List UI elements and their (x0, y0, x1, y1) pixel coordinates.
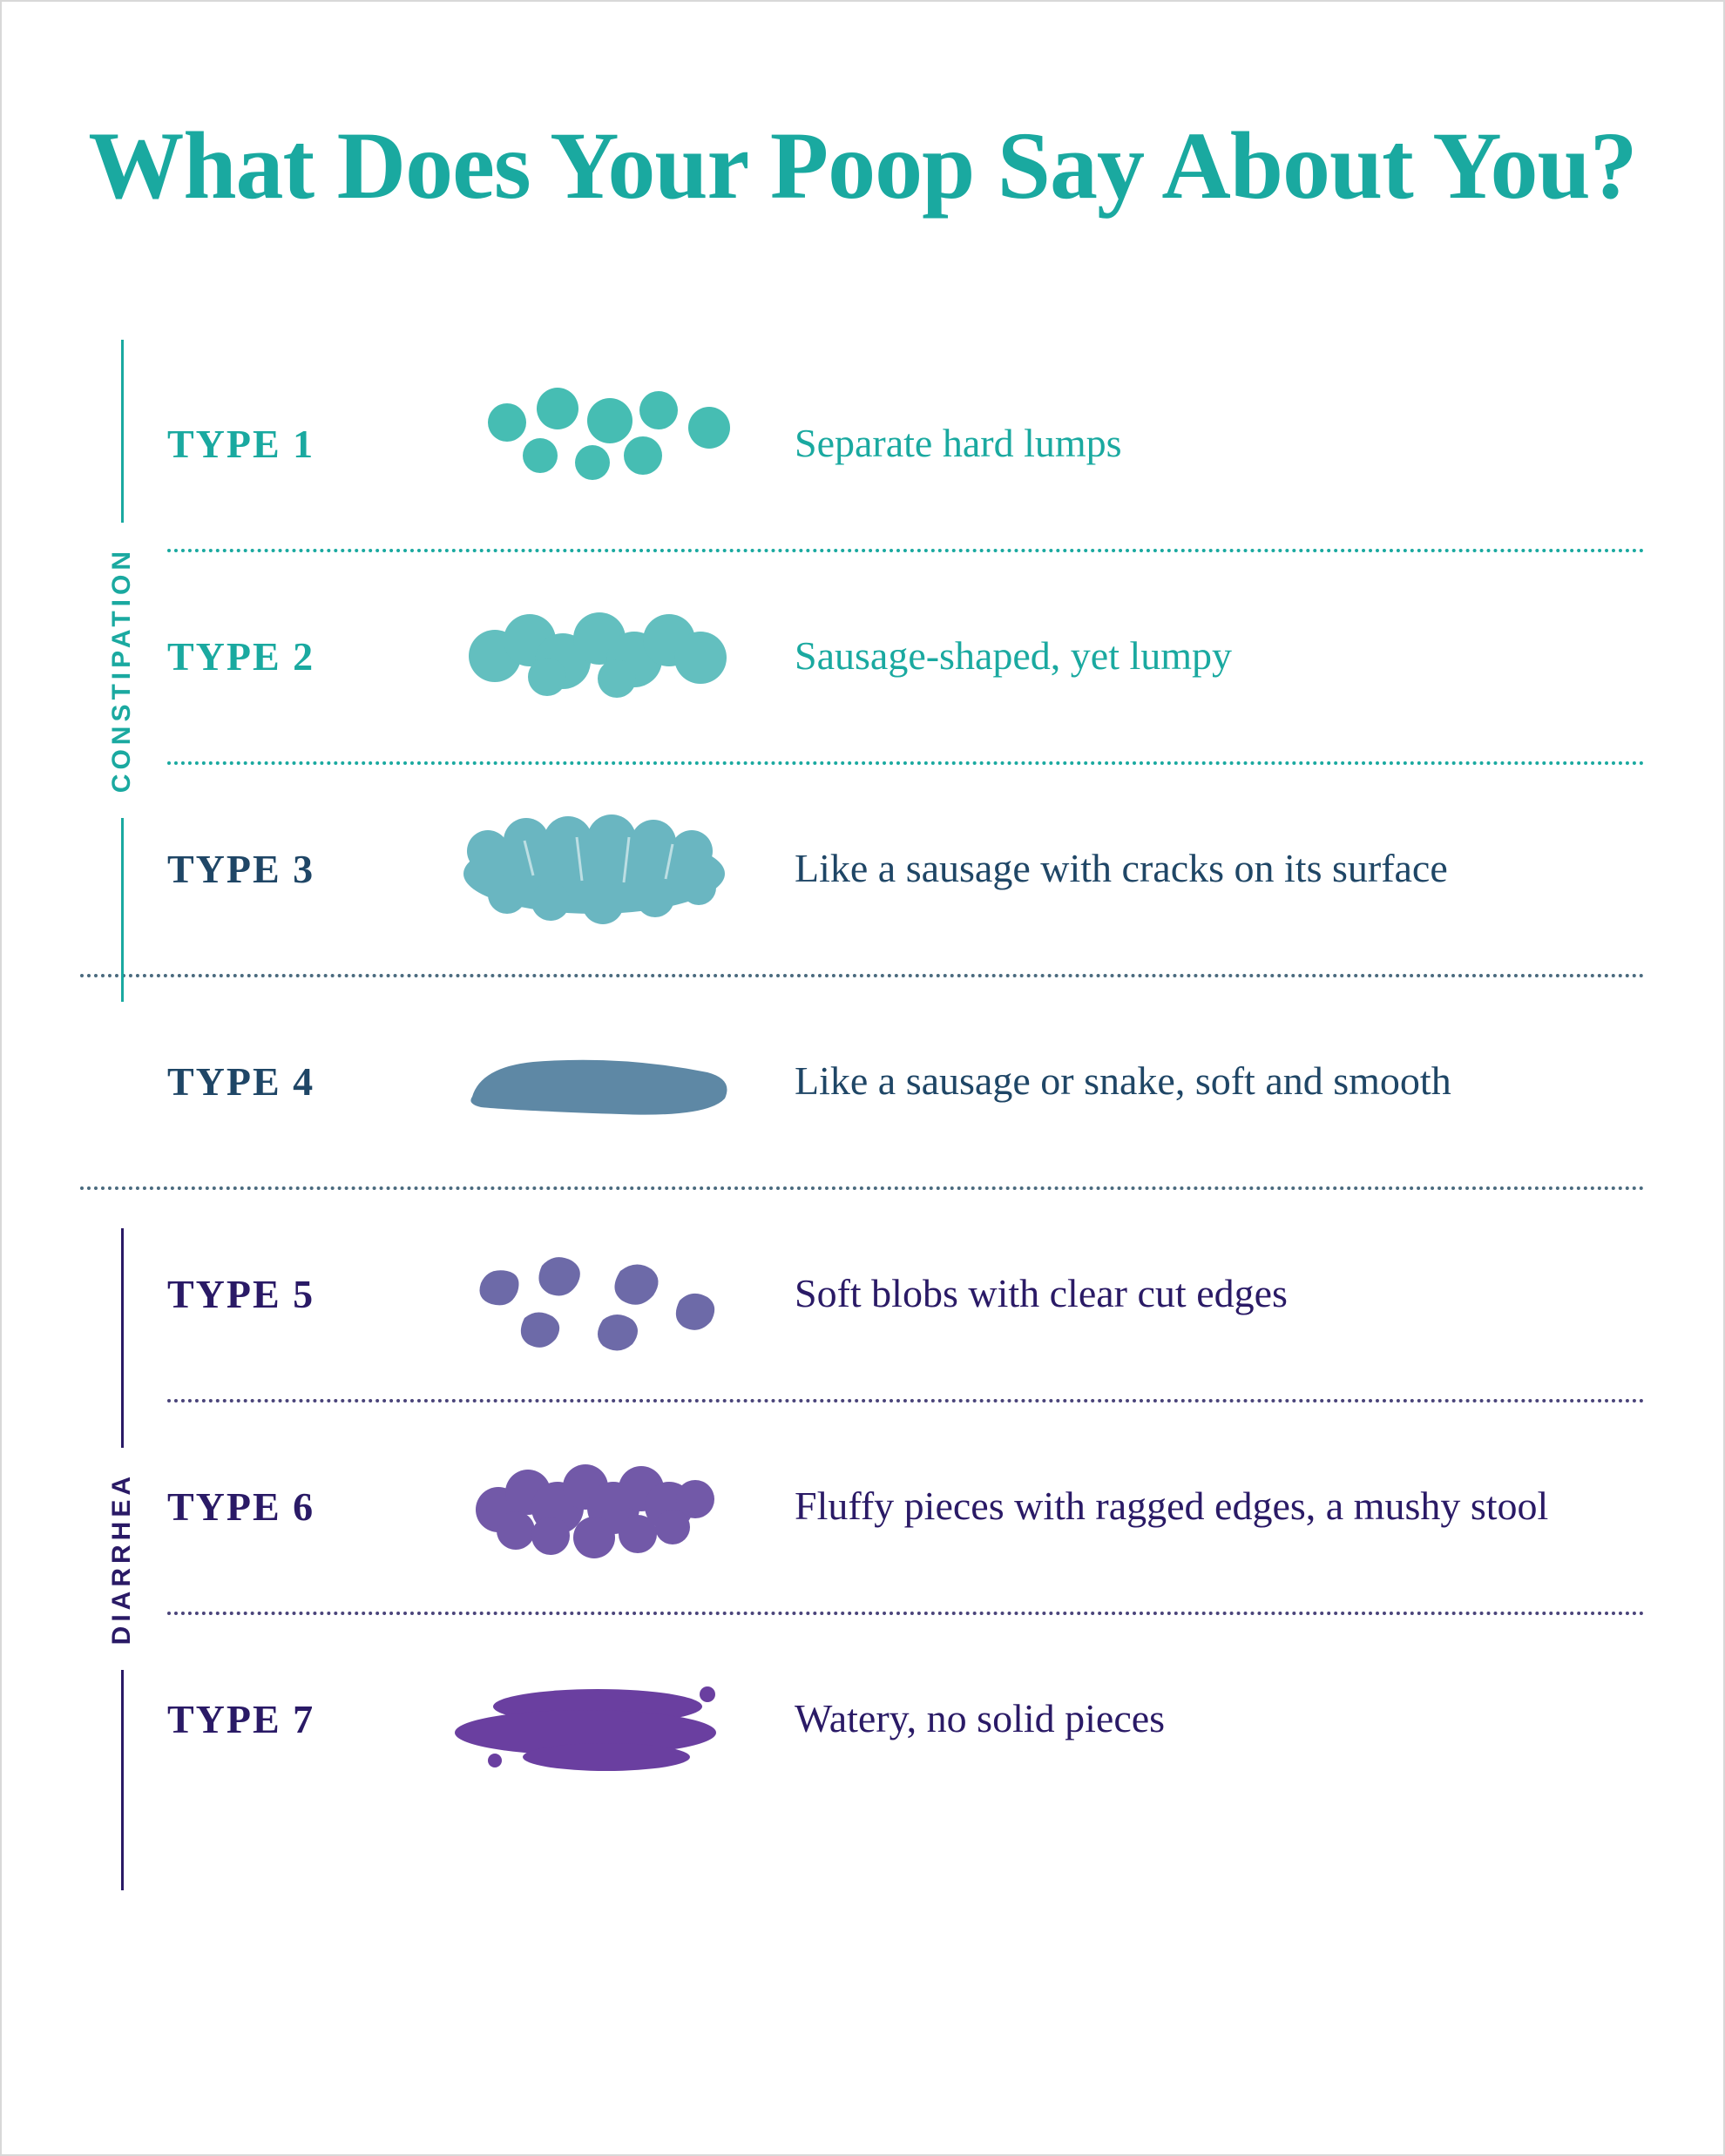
illustration-cell (446, 1222, 760, 1366)
type-row: TYPE 7 Watery, no solid pieces (167, 1615, 1645, 1824)
type-label: TYPE 7 (167, 1696, 411, 1742)
type-description: Watery, no solid pieces (795, 1692, 1645, 1746)
illustration-cell (446, 1435, 760, 1578)
rail-label: CONSTIPATION (107, 523, 137, 817)
type-illustration (446, 1222, 742, 1362)
type-label: TYPE 2 (167, 633, 411, 679)
chart-body: CONSTIPATION DIARRHEA TYPE 1 Separate har… (80, 340, 1645, 1824)
type-label: TYPE 5 (167, 1271, 411, 1317)
type-label: TYPE 3 (167, 846, 411, 892)
rail-line-top (121, 1228, 124, 1449)
type-description: Sausage-shaped, yet lumpy (795, 629, 1645, 683)
type-illustration (446, 1647, 742, 1787)
page-title: What Does Your Poop Say About You? (80, 106, 1645, 226)
type-illustration (446, 372, 742, 511)
illustration-cell (446, 1010, 760, 1153)
rail-constipation: CONSTIPATION (96, 340, 148, 1002)
type-description: Soft blobs with clear cut edges (795, 1267, 1645, 1321)
type-label: TYPE 1 (167, 421, 411, 467)
type-row: TYPE 6 Fluffy pieces with ragged edges, a… (167, 1402, 1645, 1612)
illustration-cell (446, 585, 760, 728)
type-row: TYPE 1 Separate hard lumps (167, 340, 1645, 549)
type-description: Fluffy pieces with ragged edges, a mushy… (795, 1479, 1645, 1533)
type-description: Like a sausage with cracks on its surfac… (795, 841, 1645, 896)
rail-line-top (121, 340, 124, 524)
type-label: TYPE 6 (167, 1484, 411, 1530)
rail-line-bottom (121, 818, 124, 1002)
illustration-cell (446, 1647, 760, 1791)
rail-label: DIARRHEA (107, 1448, 137, 1669)
rail-line-bottom (121, 1670, 124, 1890)
type-row: TYPE 2 Sausage-shaped, yet lumpy (167, 552, 1645, 761)
rows-list: TYPE 1 Separate hard lumps TYPE 2 Sausage-s… (167, 340, 1645, 1824)
rail-diarrhea: DIARRHEA (96, 1228, 148, 1890)
infographic-container: What Does Your Poop Say About You? CONST… (2, 2, 1723, 2154)
type-illustration (446, 585, 742, 724)
type-description: Like a sausage or snake, soft and smooth (795, 1054, 1645, 1108)
type-row: TYPE 3 Like a sausage with cracks on its … (167, 765, 1645, 974)
illustration-cell (446, 797, 760, 941)
type-illustration (446, 797, 742, 936)
illustration-cell (446, 372, 760, 516)
type-illustration (446, 1435, 742, 1574)
type-description: Separate hard lumps (795, 416, 1645, 470)
type-row: TYPE 5 Soft blobs with clear cut edges (167, 1190, 1645, 1399)
type-label: TYPE 4 (167, 1058, 411, 1105)
type-illustration (446, 1010, 742, 1149)
type-row: TYPE 4 Like a sausage or snake, soft and … (167, 977, 1645, 1186)
